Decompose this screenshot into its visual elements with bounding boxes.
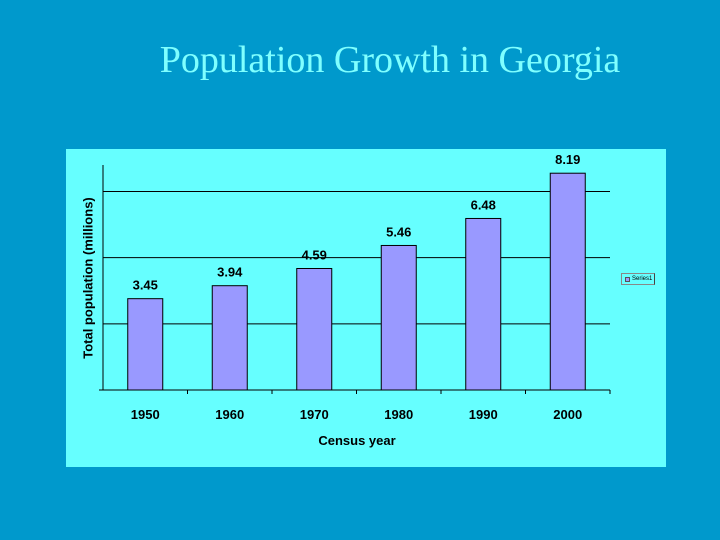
data-label: 4.59 [302,248,327,263]
bar-chart: 3.45 1950 3.94 1960 4.59 1970 5.46 1980 6.48 1990… [99,152,611,422]
bar [127,298,164,391]
data-label: 8.19 [555,152,580,167]
data-label: 6.48 [471,197,496,212]
x-tick-label: 1960 [215,407,244,422]
data-label: 3.45 [133,278,158,293]
x-tick-label: 1980 [384,407,413,422]
bar [380,244,417,391]
x-tick-label: 1950 [131,407,160,422]
y-axis-label: Total population (millions) [80,197,96,359]
x-axis-label: Census year [318,433,396,448]
x-tick-label: 1990 [469,407,498,422]
bar [296,268,333,391]
bar [211,285,248,391]
x-tick-label: 2000 [553,407,582,422]
chart-panel: 3.45 1950 3.94 1960 4.59 1970 5.46 1980 6.48 1990… [66,149,666,467]
bar [465,217,502,391]
data-label: 3.94 [217,265,243,280]
legend: Series1 [621,273,655,285]
x-tick-label: 1970 [300,407,329,422]
legend-entry: Series1 [632,276,653,282]
data-label: 5.46 [386,224,411,239]
bar [549,172,586,391]
legend-swatch [625,276,630,282]
slide-title: Population Growth in Georgia [159,39,621,81]
